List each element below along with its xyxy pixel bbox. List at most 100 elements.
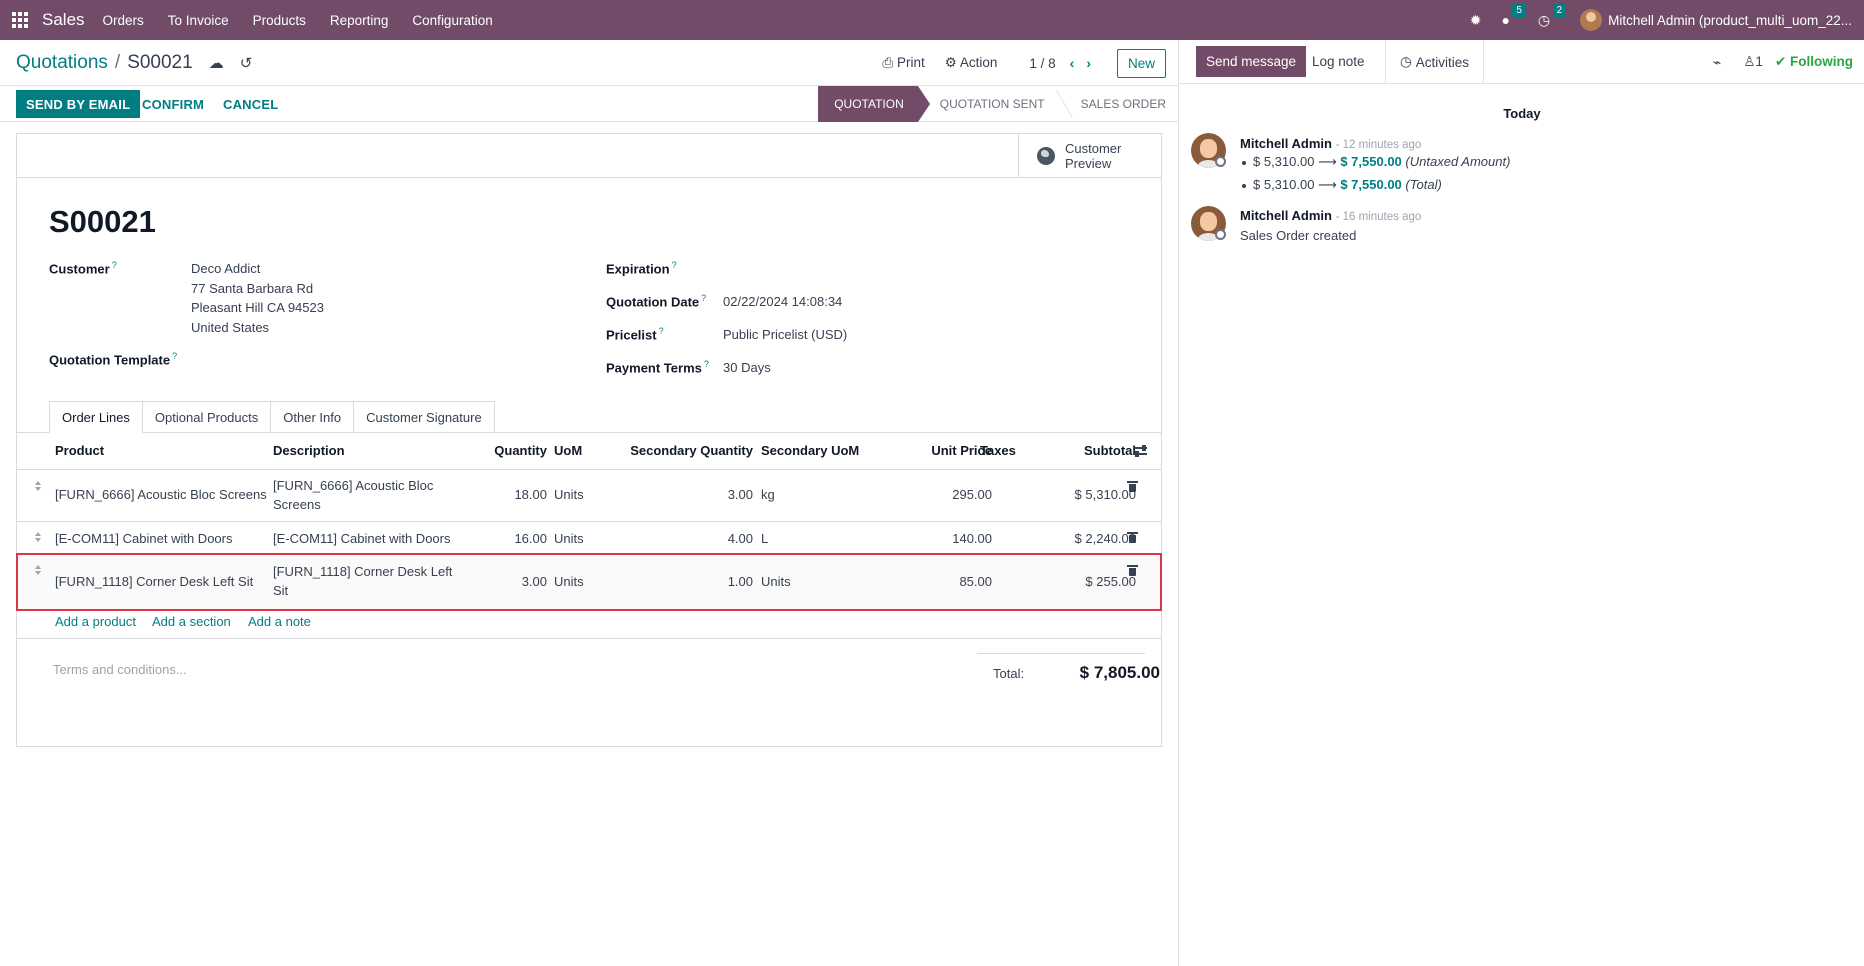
row-unit-price[interactable]: 140.00 (952, 531, 992, 546)
user-avatar[interactable] (1580, 9, 1603, 31)
send-message-button[interactable]: Send message (1196, 46, 1307, 77)
help-icon[interactable]: ? (111, 260, 117, 270)
tabs-divider (17, 432, 1161, 433)
clock-icon: ◷ (1400, 54, 1412, 69)
messages-icon[interactable]: ● 5 (1501, 4, 1526, 28)
expiration-field[interactable] (723, 258, 1123, 278)
debug-bug-icon[interactable]: ✹ (1469, 11, 1482, 28)
terms-conditions-input[interactable]: Terms and conditions... (53, 662, 187, 677)
row-description[interactable]: [FURN_1118] Corner Desk Left Sit (273, 562, 452, 600)
user-menu[interactable]: Mitchell Admin (product_multi_uom_22... (1608, 12, 1852, 28)
action-button[interactable]: ⚙ Action (945, 55, 998, 71)
paperclip-icon[interactable]: ⌁ (1712, 53, 1722, 70)
message-author[interactable]: Mitchell Admin - 16 minutes ago (1240, 208, 1421, 223)
col-description[interactable]: Description (273, 443, 345, 458)
row-secondary-quantity[interactable]: 4.00 (727, 531, 753, 546)
menu-reporting[interactable]: Reporting (329, 12, 389, 28)
row-product[interactable]: [FURN_1118] Corner Desk Left Sit (55, 574, 254, 589)
activities-clock-icon[interactable]: ◷ 2 (1538, 3, 1567, 29)
app-name[interactable]: Sales (42, 10, 85, 29)
row-product[interactable]: [FURN_6666] Acoustic Bloc Screens (55, 487, 267, 502)
stage-sales-order[interactable]: SALES ORDER (1080, 97, 1166, 111)
row-product[interactable]: [E-COM11] Cabinet with Doors (55, 531, 233, 546)
add-product-link[interactable]: Add a product (55, 614, 136, 629)
breadcrumb-quotations[interactable]: Quotations (16, 52, 108, 73)
add-section-link[interactable]: Add a section (152, 614, 231, 629)
discard-undo-icon[interactable]: ↺ (239, 55, 253, 72)
tab-optional-products[interactable]: Optional Products (142, 401, 272, 433)
menu-products[interactable]: Products (252, 12, 306, 28)
row-secondary-uom[interactable]: Units (761, 574, 791, 589)
col-product[interactable]: Product (55, 443, 105, 458)
cancel-button[interactable]: CANCEL (223, 96, 279, 112)
pager-next-icon[interactable]: › (1086, 55, 1091, 71)
help-icon[interactable]: ? (701, 293, 707, 303)
send-by-email-button[interactable]: SEND BY EMAIL (16, 90, 141, 118)
menu-configuration[interactable]: Configuration (412, 12, 493, 28)
new-button[interactable]: New (1116, 48, 1166, 78)
following-button[interactable]: ✔ Following (1775, 54, 1853, 70)
drag-handle-icon[interactable] (35, 565, 41, 577)
delete-line-trash-icon[interactable] (1127, 565, 1138, 576)
table-row-selected[interactable]: [FURN_1118] Corner Desk Left Sit [FURN_1… (16, 553, 1162, 611)
message-author[interactable]: Mitchell Admin - 12 minutes ago (1240, 136, 1421, 151)
row-unit-price[interactable]: 85.00 (959, 574, 992, 589)
customer-preview-button[interactable]: Customer Preview (1018, 134, 1161, 178)
date-separator: Today (1503, 106, 1541, 121)
stage-quotation[interactable]: QUOTATION (818, 86, 930, 122)
menu-to-invoice[interactable]: To Invoice (167, 12, 229, 28)
tab-customer-signature[interactable]: Customer Signature (354, 401, 495, 433)
payment-terms-field[interactable]: 30 Days (723, 360, 771, 375)
col-quantity[interactable]: Quantity (494, 443, 547, 458)
tracking-field-name: (Untaxed Amount) (1405, 154, 1511, 169)
col-subtotal[interactable]: Subtotal (1084, 443, 1136, 458)
row-secondary-quantity[interactable]: 1.00 (727, 574, 753, 589)
followers-button[interactable]: ♙1 (1743, 54, 1763, 70)
drag-handle-icon[interactable] (35, 532, 41, 544)
help-icon[interactable]: ? (671, 260, 677, 270)
customer-field[interactable]: Deco Addict 77 Santa Barbara Rd Pleasant… (191, 259, 324, 337)
row-quantity[interactable]: 16.00 (514, 531, 547, 546)
table-row[interactable]: [E-COM11] Cabinet with Doors [E-COM11] C… (17, 522, 1161, 554)
quotation-date-field[interactable]: 02/22/2024 14:08:34 (723, 294, 843, 309)
pricelist-field[interactable]: Public Pricelist (USD) (723, 327, 848, 342)
row-uom[interactable]: Units (554, 487, 584, 502)
help-icon[interactable]: ? (172, 351, 178, 361)
pager-value[interactable]: 1 / 8 (1029, 55, 1056, 71)
help-icon[interactable]: ? (658, 326, 664, 336)
delete-line-trash-icon[interactable] (1127, 532, 1138, 543)
col-unit-price[interactable]: Unit Price (931, 443, 992, 458)
menu-orders[interactable]: Orders (102, 12, 144, 28)
row-description[interactable]: [FURN_6666] Acoustic Bloc Screens (273, 476, 433, 514)
row-uom[interactable]: Units (554, 574, 584, 589)
tab-order-lines[interactable]: Order Lines (49, 401, 143, 433)
table-row[interactable]: [FURN_6666] Acoustic Bloc Screens [FURN_… (17, 470, 1161, 522)
col-secondary-uom[interactable]: Secondary UoM (761, 443, 860, 458)
row-secondary-uom[interactable]: kg (761, 487, 775, 502)
add-note-link[interactable]: Add a note (248, 614, 311, 629)
row-quantity[interactable]: 3.00 (521, 574, 547, 589)
drag-handle-icon[interactable] (35, 481, 41, 493)
apps-menu-icon[interactable] (12, 12, 28, 28)
col-uom[interactable]: UoM (554, 443, 583, 458)
print-button[interactable]: ⎙ Print (882, 55, 924, 71)
row-unit-price[interactable]: 295.00 (952, 487, 992, 502)
save-cloud-icon[interactable]: ☁ (208, 55, 224, 72)
tab-other-info[interactable]: Other Info (271, 401, 355, 433)
help-icon[interactable]: ? (703, 359, 709, 369)
row-uom[interactable]: Units (554, 531, 584, 546)
row-description[interactable]: [E-COM11] Cabinet with Doors (273, 531, 451, 546)
col-secondary-quantity[interactable]: Secondary Quantity (630, 443, 753, 458)
row-secondary-uom[interactable]: L (761, 531, 769, 546)
delete-line-trash-icon[interactable] (1127, 481, 1138, 492)
quotation-template-field[interactable] (191, 349, 551, 369)
optional-columns-icon[interactable] (1133, 445, 1147, 457)
activities-button[interactable]: ◷ Activities (1385, 40, 1485, 84)
row-secondary-quantity[interactable]: 3.00 (727, 487, 753, 502)
stage-quotation-sent[interactable]: QUOTATION SENT (918, 86, 1059, 122)
pager-previous-icon[interactable]: ‹ (1069, 55, 1075, 71)
row-quantity[interactable]: 18.00 (514, 487, 547, 502)
col-taxes[interactable]: Taxes (980, 443, 1016, 458)
log-note-button[interactable]: Log note (1312, 54, 1365, 69)
confirm-button[interactable]: CONFIRM (142, 96, 205, 112)
